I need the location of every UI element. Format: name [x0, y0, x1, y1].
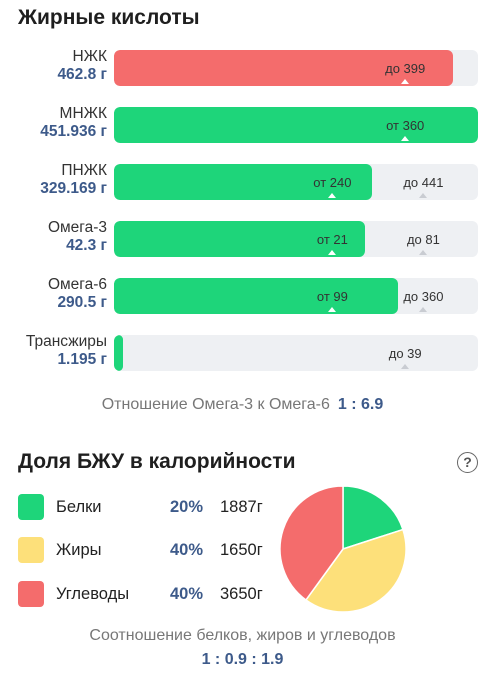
norm-marker-triangle-icon — [401, 136, 410, 141]
fatty-acid-bar: от 21 до 81 — [114, 221, 478, 257]
bju-ratio-label: Соотношение белков, жиров и углеводов — [89, 627, 396, 644]
norm-marker: до 39 — [375, 335, 435, 371]
norm-marker: от 360 — [375, 107, 435, 143]
pie-slice — [342, 485, 404, 551]
fatty-acid-bar: от 360 — [114, 107, 478, 143]
norm-marker-label: от 240 — [313, 174, 352, 190]
fatty-acid-value: 1.195 г — [57, 351, 107, 368]
help-icon[interactable]: ? — [457, 452, 478, 473]
norm-marker-label: до 81 — [406, 231, 440, 247]
legend-name: Белки — [56, 498, 102, 516]
norm-marker: до 360 — [393, 278, 453, 314]
fatty-acid-value: 451.936 г — [40, 123, 107, 140]
fatty-acid-bar-fill — [114, 221, 366, 257]
fatty-acid-bar-fill — [114, 335, 123, 371]
fatty-acid-row: Трансжиры 1.195 г до 39 — [0, 333, 485, 373]
norm-marker-label: до 360 — [403, 288, 444, 304]
fatty-acid-bar: от 99 до 360 — [114, 278, 478, 314]
legend-name: Углеводы — [56, 585, 130, 603]
norm-marker: от 99 — [302, 278, 362, 314]
norm-marker-label: от 21 — [316, 231, 348, 247]
legend-swatch — [18, 494, 44, 520]
legend-grams: 1887г — [220, 498, 263, 516]
norm-marker-triangle-icon — [328, 250, 337, 255]
bju-pie-chart — [279, 485, 407, 613]
fatty-acid-row: Омега-6 290.5 г от 99 до 360 — [0, 276, 485, 316]
fatty-acid-label: НЖК — [72, 48, 107, 65]
legend-grams: 3650г — [220, 585, 263, 603]
norm-marker: до 81 — [393, 221, 453, 257]
omega-ratio-value: 1 : 6.9 — [337, 396, 384, 413]
fatty-acid-value: 462.8 г — [57, 66, 107, 83]
bju-legend-item: Белки 20% 1887г — [18, 494, 278, 520]
bju-legend-item: Углеводы 40% 3650г — [18, 581, 278, 607]
omega-ratio: Отношение Омега-3 к Омега-6 1 : 6.9 — [0, 396, 485, 414]
legend-grams: 1650г — [220, 541, 263, 559]
fatty-acid-bar-fill — [114, 50, 453, 86]
fatty-acid-value: 42.3 г — [66, 237, 107, 254]
norm-marker: до 441 — [393, 164, 453, 200]
fatty-acid-value: 329.169 г — [40, 180, 107, 197]
fatty-acid-row: НЖК 462.8 г до 399 — [0, 48, 485, 88]
fatty-acid-bar-fill — [114, 107, 478, 143]
fatty-acid-value: 290.5 г — [57, 294, 107, 311]
norm-marker-triangle-icon — [419, 193, 428, 198]
fatty-acid-bar: до 39 — [114, 335, 478, 371]
legend-percent: 40% — [170, 585, 204, 603]
norm-marker-label: от 99 — [316, 288, 348, 304]
fatty-acid-label: МНЖК — [59, 105, 107, 122]
fatty-acid-row: МНЖК 451.936 г от 360 — [0, 105, 485, 145]
legend-percent: 20% — [170, 498, 204, 516]
pie-slice — [279, 485, 344, 602]
legend-name: Жиры — [56, 541, 102, 559]
legend-swatch — [18, 581, 44, 607]
norm-marker-triangle-icon — [419, 307, 428, 312]
norm-marker-triangle-icon — [328, 307, 337, 312]
pie-slice — [304, 528, 407, 613]
fatty-acid-row: Омега-3 42.3 г от 21 до 81 — [0, 219, 485, 259]
fatty-acid-label: Омега-3 — [47, 219, 107, 236]
fatty-acid-bar-fill — [114, 278, 398, 314]
fatty-acid-label: ПНЖК — [61, 162, 107, 179]
norm-marker-label: от 360 — [386, 117, 425, 133]
legend-percent: 40% — [170, 541, 204, 559]
bju-legend-item: Жиры 40% 1650г — [18, 537, 278, 563]
norm-marker: от 21 — [302, 221, 362, 257]
fatty-acid-row: ПНЖК 329.169 г от 240 до 441 — [0, 162, 485, 202]
fatty-acid-label: Омега-6 — [47, 276, 107, 293]
norm-marker-triangle-icon — [419, 250, 428, 255]
norm-marker: до 399 — [375, 50, 435, 86]
bju-title: Доля БЖУ в калорийности — [18, 450, 296, 473]
norm-marker-label: до 39 — [388, 345, 422, 361]
fatty-acid-label: Трансжиры — [25, 333, 107, 350]
norm-marker-triangle-icon — [328, 193, 337, 198]
norm-marker-label: до 441 — [403, 174, 444, 190]
bju-ratio-value: 1 : 0.9 : 1.9 — [201, 651, 284, 668]
norm-marker-triangle-icon — [401, 79, 410, 84]
norm-marker: от 240 — [302, 164, 362, 200]
fatty-acid-bar: от 240 до 441 — [114, 164, 478, 200]
fatty-acids-title: Жирные кислоты — [18, 6, 200, 29]
fatty-acid-bar: до 399 — [114, 50, 478, 86]
omega-ratio-label: Отношение Омега-3 к Омега-6 — [101, 396, 330, 413]
norm-marker-triangle-icon — [401, 364, 410, 369]
norm-marker-label: до 399 — [385, 60, 426, 76]
legend-swatch — [18, 537, 44, 563]
